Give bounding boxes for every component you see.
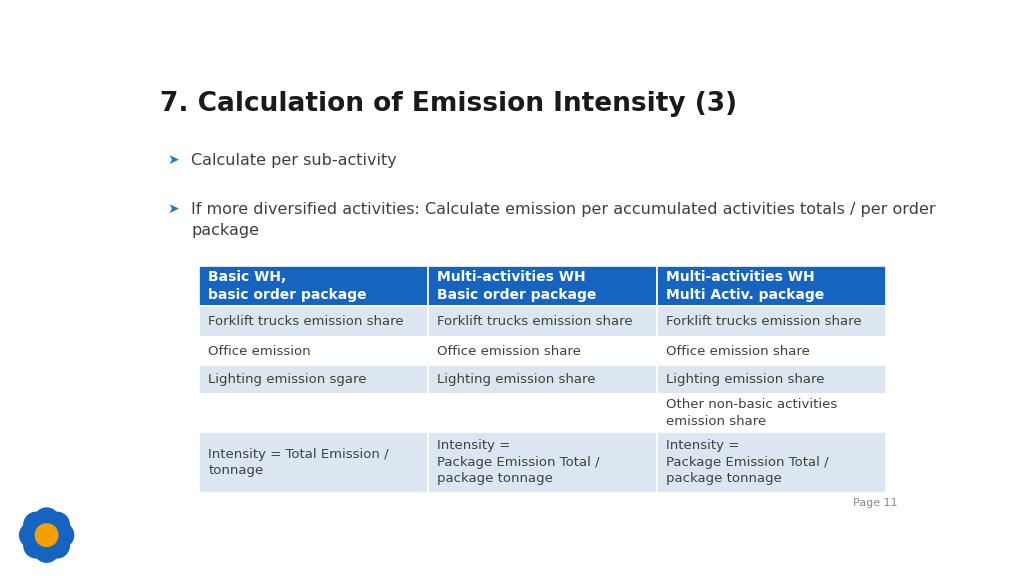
Bar: [200, 394, 428, 432]
Bar: [200, 432, 428, 492]
Text: Basic WH,
basic order package: Basic WH, basic order package: [208, 270, 367, 302]
Circle shape: [35, 524, 57, 547]
Circle shape: [34, 508, 59, 533]
Bar: [428, 432, 657, 492]
Bar: [428, 337, 657, 365]
Bar: [657, 267, 886, 306]
Text: Page 11: Page 11: [853, 498, 898, 508]
Circle shape: [24, 512, 48, 537]
Circle shape: [24, 533, 48, 558]
Text: Multi-activities WH
Multi Activ. package: Multi-activities WH Multi Activ. package: [666, 270, 824, 302]
Bar: [200, 365, 428, 394]
Circle shape: [49, 522, 74, 548]
Circle shape: [19, 522, 44, 548]
Text: Intensity = Total Emission /
tonnage: Intensity = Total Emission / tonnage: [208, 448, 389, 477]
Text: Intensity =
Package Emission Total /
package tonnage: Intensity = Package Emission Total / pac…: [666, 439, 828, 486]
Bar: [657, 394, 886, 432]
Text: Lighting emission share: Lighting emission share: [666, 373, 824, 386]
Text: 7. Calculation of Emission Intensity (3): 7. Calculation of Emission Intensity (3): [160, 92, 737, 118]
Bar: [428, 267, 657, 306]
Circle shape: [45, 533, 70, 558]
Bar: [657, 432, 886, 492]
Text: Forklift trucks emission share: Forklift trucks emission share: [666, 315, 861, 328]
Text: Office emission share: Office emission share: [666, 345, 810, 358]
Bar: [200, 306, 428, 337]
Bar: [428, 306, 657, 337]
Bar: [428, 394, 657, 432]
Text: Forklift trucks emission share: Forklift trucks emission share: [208, 315, 403, 328]
Text: Intensity =
Package Emission Total /
package tonnage: Intensity = Package Emission Total / pac…: [437, 439, 600, 486]
Bar: [657, 365, 886, 394]
Bar: [657, 337, 886, 365]
Bar: [428, 365, 657, 394]
Circle shape: [45, 512, 70, 537]
Text: Calculate per sub-activity: Calculate per sub-activity: [191, 153, 397, 168]
Text: Forklift trucks emission share: Forklift trucks emission share: [437, 315, 633, 328]
Bar: [657, 306, 886, 337]
Text: Multi-activities WH
Basic order package: Multi-activities WH Basic order package: [437, 270, 596, 302]
Bar: [200, 267, 428, 306]
Text: ➤: ➤: [168, 153, 179, 168]
Text: Other non-basic activities
emission share: Other non-basic activities emission shar…: [666, 398, 837, 427]
Bar: [200, 337, 428, 365]
Text: ➤: ➤: [168, 202, 179, 216]
Text: Lighting emission sgare: Lighting emission sgare: [208, 373, 367, 386]
Text: Lighting emission share: Lighting emission share: [437, 373, 596, 386]
Text: If more diversified activities: Calculate emission per accumulated activities to: If more diversified activities: Calculat…: [191, 202, 936, 238]
Text: Office emission: Office emission: [208, 345, 310, 358]
Text: Office emission share: Office emission share: [437, 345, 581, 358]
Circle shape: [34, 537, 59, 562]
